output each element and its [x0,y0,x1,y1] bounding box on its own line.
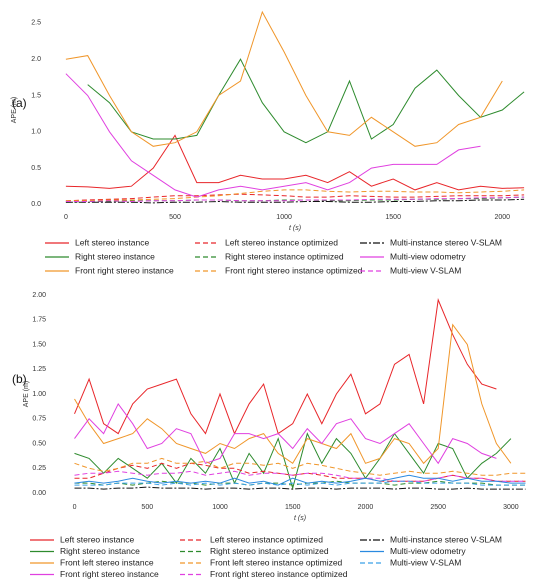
x-tick-label: 500 [141,504,153,511]
legend-label: Front left stereo instance [60,557,154,567]
y-tick-label: 1.75 [32,317,46,324]
legend-label: Left stereo instance optimized [225,237,338,247]
legend-label: Front right stereo instance optimized [210,569,348,579]
series-line [65,189,525,202]
series-line [65,10,503,147]
y-tick-label: 0.5 [31,165,41,172]
legend-label: Front right stereo instance [60,569,159,579]
legend-label: Right stereo instance [60,546,140,556]
series-line [65,198,525,204]
series-line [74,298,497,435]
y-tick-label: 2.5 [31,20,41,27]
legend-label: Right stereo instance optimized [225,251,344,261]
x-tick-label: 1500 [385,214,401,221]
series-line [74,402,497,465]
y-tick-label: 0.0 [31,201,41,208]
x-tick-label: 0 [73,504,77,511]
x-tick-label: 1500 [285,504,301,511]
x-tick-label: 1000 [276,214,292,221]
x-tick-label: 2500 [430,504,446,511]
y-tick-label: 0.00 [32,490,46,497]
series-line [74,486,526,490]
legend-label: Left stereo instance [60,534,134,544]
legend-label: Front left stereo instance optimized [210,557,343,567]
panel-label: (a) [12,96,27,110]
series-line [65,134,525,191]
legend-label: Multi-view V-SLAM [390,557,461,567]
x-tick-label: 2000 [358,504,374,511]
y-tick-label: 0.75 [32,416,46,423]
legend-label: Left stereo instance optimized [210,534,323,544]
legend-label: Multi-view V-SLAM [390,265,461,275]
series-line [87,58,525,144]
legend-label: Left stereo instance [75,237,149,247]
legend-label: Multi-view odometry [390,251,466,261]
legend-label: Right stereo instance optimized [210,546,329,556]
series-line [74,323,512,465]
x-axis-label: t (s) [294,515,306,522]
series-line [74,474,526,486]
y-tick-label: 0.50 [32,440,46,447]
x-tick-label: 500 [169,214,181,221]
legend-label: Multi-instance stereo V-SLAM [390,534,502,544]
series-line [65,196,525,203]
legend-label: Front right stereo instance optimized [225,265,363,275]
series-line [65,73,481,198]
x-axis-label: t (s) [289,225,301,232]
legend-label: Front right stereo instance [75,265,174,275]
y-axis-label: APE (m) [11,97,18,123]
x-tick-label: 1000 [212,504,228,511]
y-tick-label: 0.25 [32,465,46,472]
series-line [74,480,526,486]
legend-label: Multi-view odometry [390,546,466,556]
x-tick-label: 0 [64,214,68,221]
y-tick-label: 1.0 [31,129,41,136]
legend-label: Multi-instance stereo V-SLAM [390,237,502,247]
y-tick-label: 1.50 [32,341,46,348]
series-line [74,432,512,490]
y-tick-label: 2.00 [32,292,46,299]
x-tick-label: 2000 [494,214,510,221]
y-axis-label: APE (m) [23,381,30,407]
series-line [65,193,525,202]
y-tick-label: 2.0 [31,56,41,63]
legend-label: Right stereo instance [75,251,155,261]
y-tick-label: 1.00 [32,391,46,398]
y-tick-label: 1.25 [32,366,46,373]
y-tick-label: 1.5 [31,92,41,99]
panel-label: (b) [12,372,27,386]
series-line [74,470,526,482]
series-line [74,457,526,476]
x-tick-label: 3000 [503,504,519,511]
